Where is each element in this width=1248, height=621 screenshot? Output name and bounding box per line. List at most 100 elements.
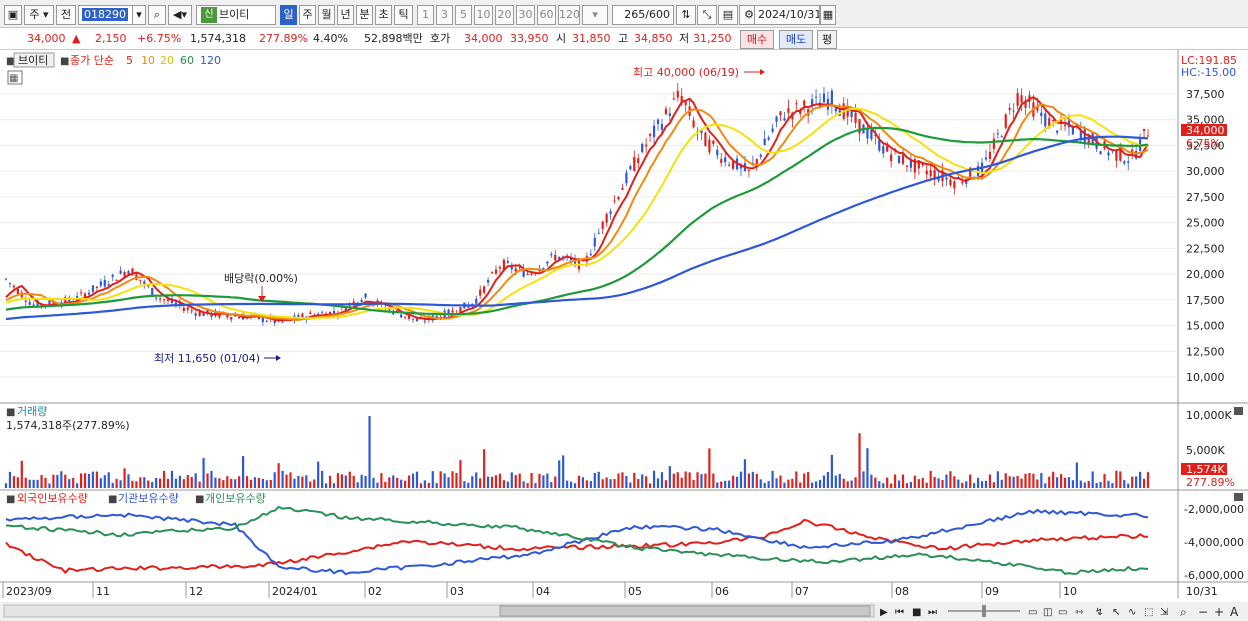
- change-percent: +6.75%: [137, 32, 182, 45]
- period-tick[interactable]: 틱: [394, 5, 413, 25]
- x-tick-label: 02: [368, 585, 382, 598]
- search-icon[interactable]: ⌕: [148, 5, 166, 25]
- prev-button[interactable]: 전: [56, 5, 76, 25]
- volume-current-pct: 277.89%: [1186, 476, 1235, 489]
- interval-60[interactable]: 60: [537, 5, 556, 25]
- draw-icon[interactable]: ⤡: [697, 5, 717, 25]
- buy-button[interactable]: 매수: [740, 30, 774, 49]
- bar-style-icon[interactable]: ⇅: [676, 5, 696, 25]
- eval-button[interactable]: 평: [817, 30, 837, 49]
- count-field[interactable]: 265/600: [612, 5, 674, 25]
- low-arrow-head: [276, 355, 281, 361]
- layout-icon-1[interactable]: ▭: [1028, 607, 1037, 618]
- open-label: 시: [556, 32, 567, 45]
- code-dropdown-icon[interactable]: ▾: [132, 5, 146, 25]
- interval-20[interactable]: 20: [495, 5, 514, 25]
- interval-30[interactable]: 30: [516, 5, 535, 25]
- price-tick-label: 37,500: [1186, 88, 1225, 101]
- volume-ratio: 277.89%: [259, 32, 308, 45]
- calendar-icon[interactable]: ▦: [820, 5, 836, 25]
- holdings-marker-icon-2: ■: [108, 494, 117, 505]
- trendline-icon[interactable]: ↯: [1095, 607, 1103, 618]
- layout-icon-3[interactable]: ▭: [1058, 607, 1067, 618]
- tool-icon-3[interactable]: ⬚: [1144, 607, 1153, 618]
- lc-label: LC:191.85: [1181, 54, 1237, 67]
- x-tick-label: 08: [895, 585, 909, 598]
- zoom-search-icon[interactable]: ⌕: [1180, 605, 1187, 619]
- stock-code-value: 018290: [82, 8, 128, 21]
- price-tick-label: 17,500: [1186, 294, 1225, 307]
- volume-value-label: 1,574,318주(277.89%): [6, 419, 130, 432]
- scroll-first-icon[interactable]: ⏮: [895, 607, 904, 618]
- interval-1[interactable]: 1: [417, 5, 434, 25]
- date-input[interactable]: 2024/10/31: [754, 5, 820, 25]
- speaker-icon[interactable]: ◀▾: [168, 5, 192, 25]
- tool-icon-2[interactable]: ∿: [1128, 607, 1136, 618]
- stock-code-input[interactable]: 018290: [78, 5, 146, 25]
- text-tool-icon[interactable]: A: [1230, 605, 1239, 619]
- ma-legend-main: 종가 단순: [70, 54, 114, 67]
- tool-icon-4[interactable]: ⇲: [1160, 607, 1169, 618]
- scroll-last-icon[interactable]: ⏭: [928, 607, 937, 618]
- x-tick-label: 03: [450, 585, 464, 598]
- price-tick-label: 15,000: [1186, 320, 1225, 333]
- volume-title: 거래량: [17, 405, 47, 418]
- turnover-rate: 4.40%: [313, 32, 348, 45]
- period-year[interactable]: 년: [337, 5, 354, 25]
- hc-label: HC:-15.00: [1181, 66, 1236, 79]
- indicator-table-icon[interactable]: [7, 70, 23, 85]
- current-price: 34,000: [27, 32, 66, 45]
- zoom-in-icon[interactable]: +: [1214, 605, 1224, 619]
- layout-icon-2[interactable]: ◫: [1043, 607, 1052, 618]
- price-tick-label: 20,000: [1186, 268, 1225, 281]
- x-tick-label: 10/31: [1186, 585, 1218, 598]
- volume-panel-close-icon[interactable]: [1234, 407, 1243, 415]
- interval-3[interactable]: 3: [436, 5, 453, 25]
- price-tick-label: 10,000: [1186, 371, 1225, 384]
- ma-legend-10: 10: [141, 54, 155, 67]
- volume-bars: [4, 416, 1150, 488]
- period-minute[interactable]: 분: [356, 5, 373, 25]
- period-week[interactable]: 주: [299, 5, 316, 25]
- change-arrow: ▲: [72, 32, 81, 45]
- zoom-out-icon[interactable]: −: [1198, 605, 1208, 619]
- tool-icon-1[interactable]: ↖: [1112, 607, 1120, 618]
- stock-chart[interactable]: 37,500 35,000 32,500 30,000 27,500 25,000 22,5…: [0, 50, 1248, 621]
- interval-10[interactable]: 10: [474, 5, 493, 25]
- interval-dropdown[interactable]: ▾: [582, 5, 608, 25]
- x-tick-label: 09: [985, 585, 999, 598]
- crosshair-icon[interactable]: ⇿: [1075, 607, 1084, 618]
- count-value: 265: [624, 8, 646, 21]
- scroll-right-icon[interactable]: ▶: [880, 607, 888, 618]
- scrollbar-thumb[interactable]: [499, 605, 871, 617]
- period-second[interactable]: 초: [375, 5, 392, 25]
- x-tick-label: 2023/09: [6, 585, 52, 598]
- ma-legend-20: 20: [160, 54, 174, 67]
- ma-legend-5: 5: [126, 54, 133, 67]
- interval-5[interactable]: 5: [455, 5, 472, 25]
- price-tick-label: 22,500: [1186, 242, 1225, 255]
- sell-button[interactable]: 매도: [779, 30, 813, 49]
- stop-icon[interactable]: ■: [912, 607, 921, 618]
- period-day[interactable]: 일: [280, 5, 297, 25]
- zoom-slider-handle[interactable]: [982, 605, 986, 617]
- price-tick-label: 12,500: [1186, 345, 1225, 358]
- high-annotation: 최고 40,000 (06/19): [633, 66, 739, 79]
- holdings-panel-close-icon[interactable]: [1234, 493, 1243, 501]
- price-tick-label: 30,000: [1186, 165, 1225, 178]
- market-select[interactable]: 주 ▾: [24, 5, 54, 25]
- save-icon[interactable]: ▤: [718, 5, 738, 25]
- x-tick-label: 07: [795, 585, 809, 598]
- x-tick-label: 12: [189, 585, 203, 598]
- x-tick-label: 10: [1063, 585, 1077, 598]
- holdings-tick-3: -6,000,000: [1184, 569, 1244, 582]
- window-icon[interactable]: ▣: [4, 5, 22, 25]
- interval-120[interactable]: 120: [558, 5, 580, 25]
- change-value: 2,150: [95, 32, 127, 45]
- holdings-marker-icon: ■: [6, 494, 15, 505]
- period-month[interactable]: 월: [318, 5, 335, 25]
- stock-name-field[interactable]: 신 브이티: [196, 5, 276, 25]
- low-price: 31,250: [693, 32, 732, 45]
- open-price: 31,850: [572, 32, 611, 45]
- count-total: /600: [645, 8, 670, 21]
